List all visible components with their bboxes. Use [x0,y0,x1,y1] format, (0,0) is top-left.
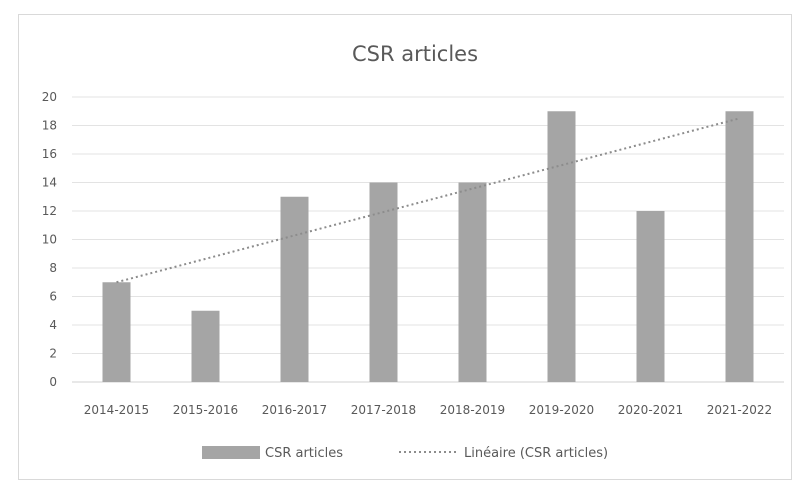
y-tick-label: 2 [49,347,57,361]
y-tick-label: 6 [49,290,57,304]
y-axis-ticks: 0 2 4 6 8 10 12 14 16 18 20 [42,90,57,389]
x-tick-label: 2020-2021 [618,403,683,417]
y-tick-label: 14 [42,176,57,190]
x-tick-label: 2017-2018 [351,403,416,417]
y-tick-label: 18 [42,119,57,133]
y-tick-label: 4 [49,318,57,332]
x-axis-ticks: 2014-2015 2015-2016 2016-2017 2017-2018 2018… [84,403,772,417]
x-tick-label: 2014-2015 [84,403,149,417]
legend-swatch-bars [202,446,260,459]
bar [191,310,220,382]
y-tick-label: 20 [42,90,57,104]
y-tick-label: 0 [49,375,57,389]
legend: CSR articles Linéaire (CSR articles) [202,446,608,461]
x-tick-label: 2019-2020 [529,403,594,417]
x-tick-label: 2018-2019 [440,403,505,417]
gridlines [72,96,784,383]
y-tick-label: 8 [49,261,57,275]
legend-label-trendline: Linéaire (CSR articles) [464,446,608,461]
bar [458,182,487,382]
trendline-group [116,117,740,284]
bar [102,282,131,382]
bar [547,111,576,382]
bars [102,111,754,382]
y-tick-label: 12 [42,204,57,218]
bar [725,111,754,382]
legend-label-bars: CSR articles [265,446,343,461]
bar [369,182,398,382]
x-tick-label: 2015-2016 [173,403,238,417]
y-tick-label: 16 [42,147,57,161]
bar [280,196,309,382]
x-tick-label: 2021-2022 [707,403,772,417]
chart-title: CSR articles [352,42,478,66]
bar [636,211,665,382]
x-tick-label: 2016-2017 [262,403,327,417]
trendline [116,117,740,284]
y-tick-label: 10 [42,233,57,247]
